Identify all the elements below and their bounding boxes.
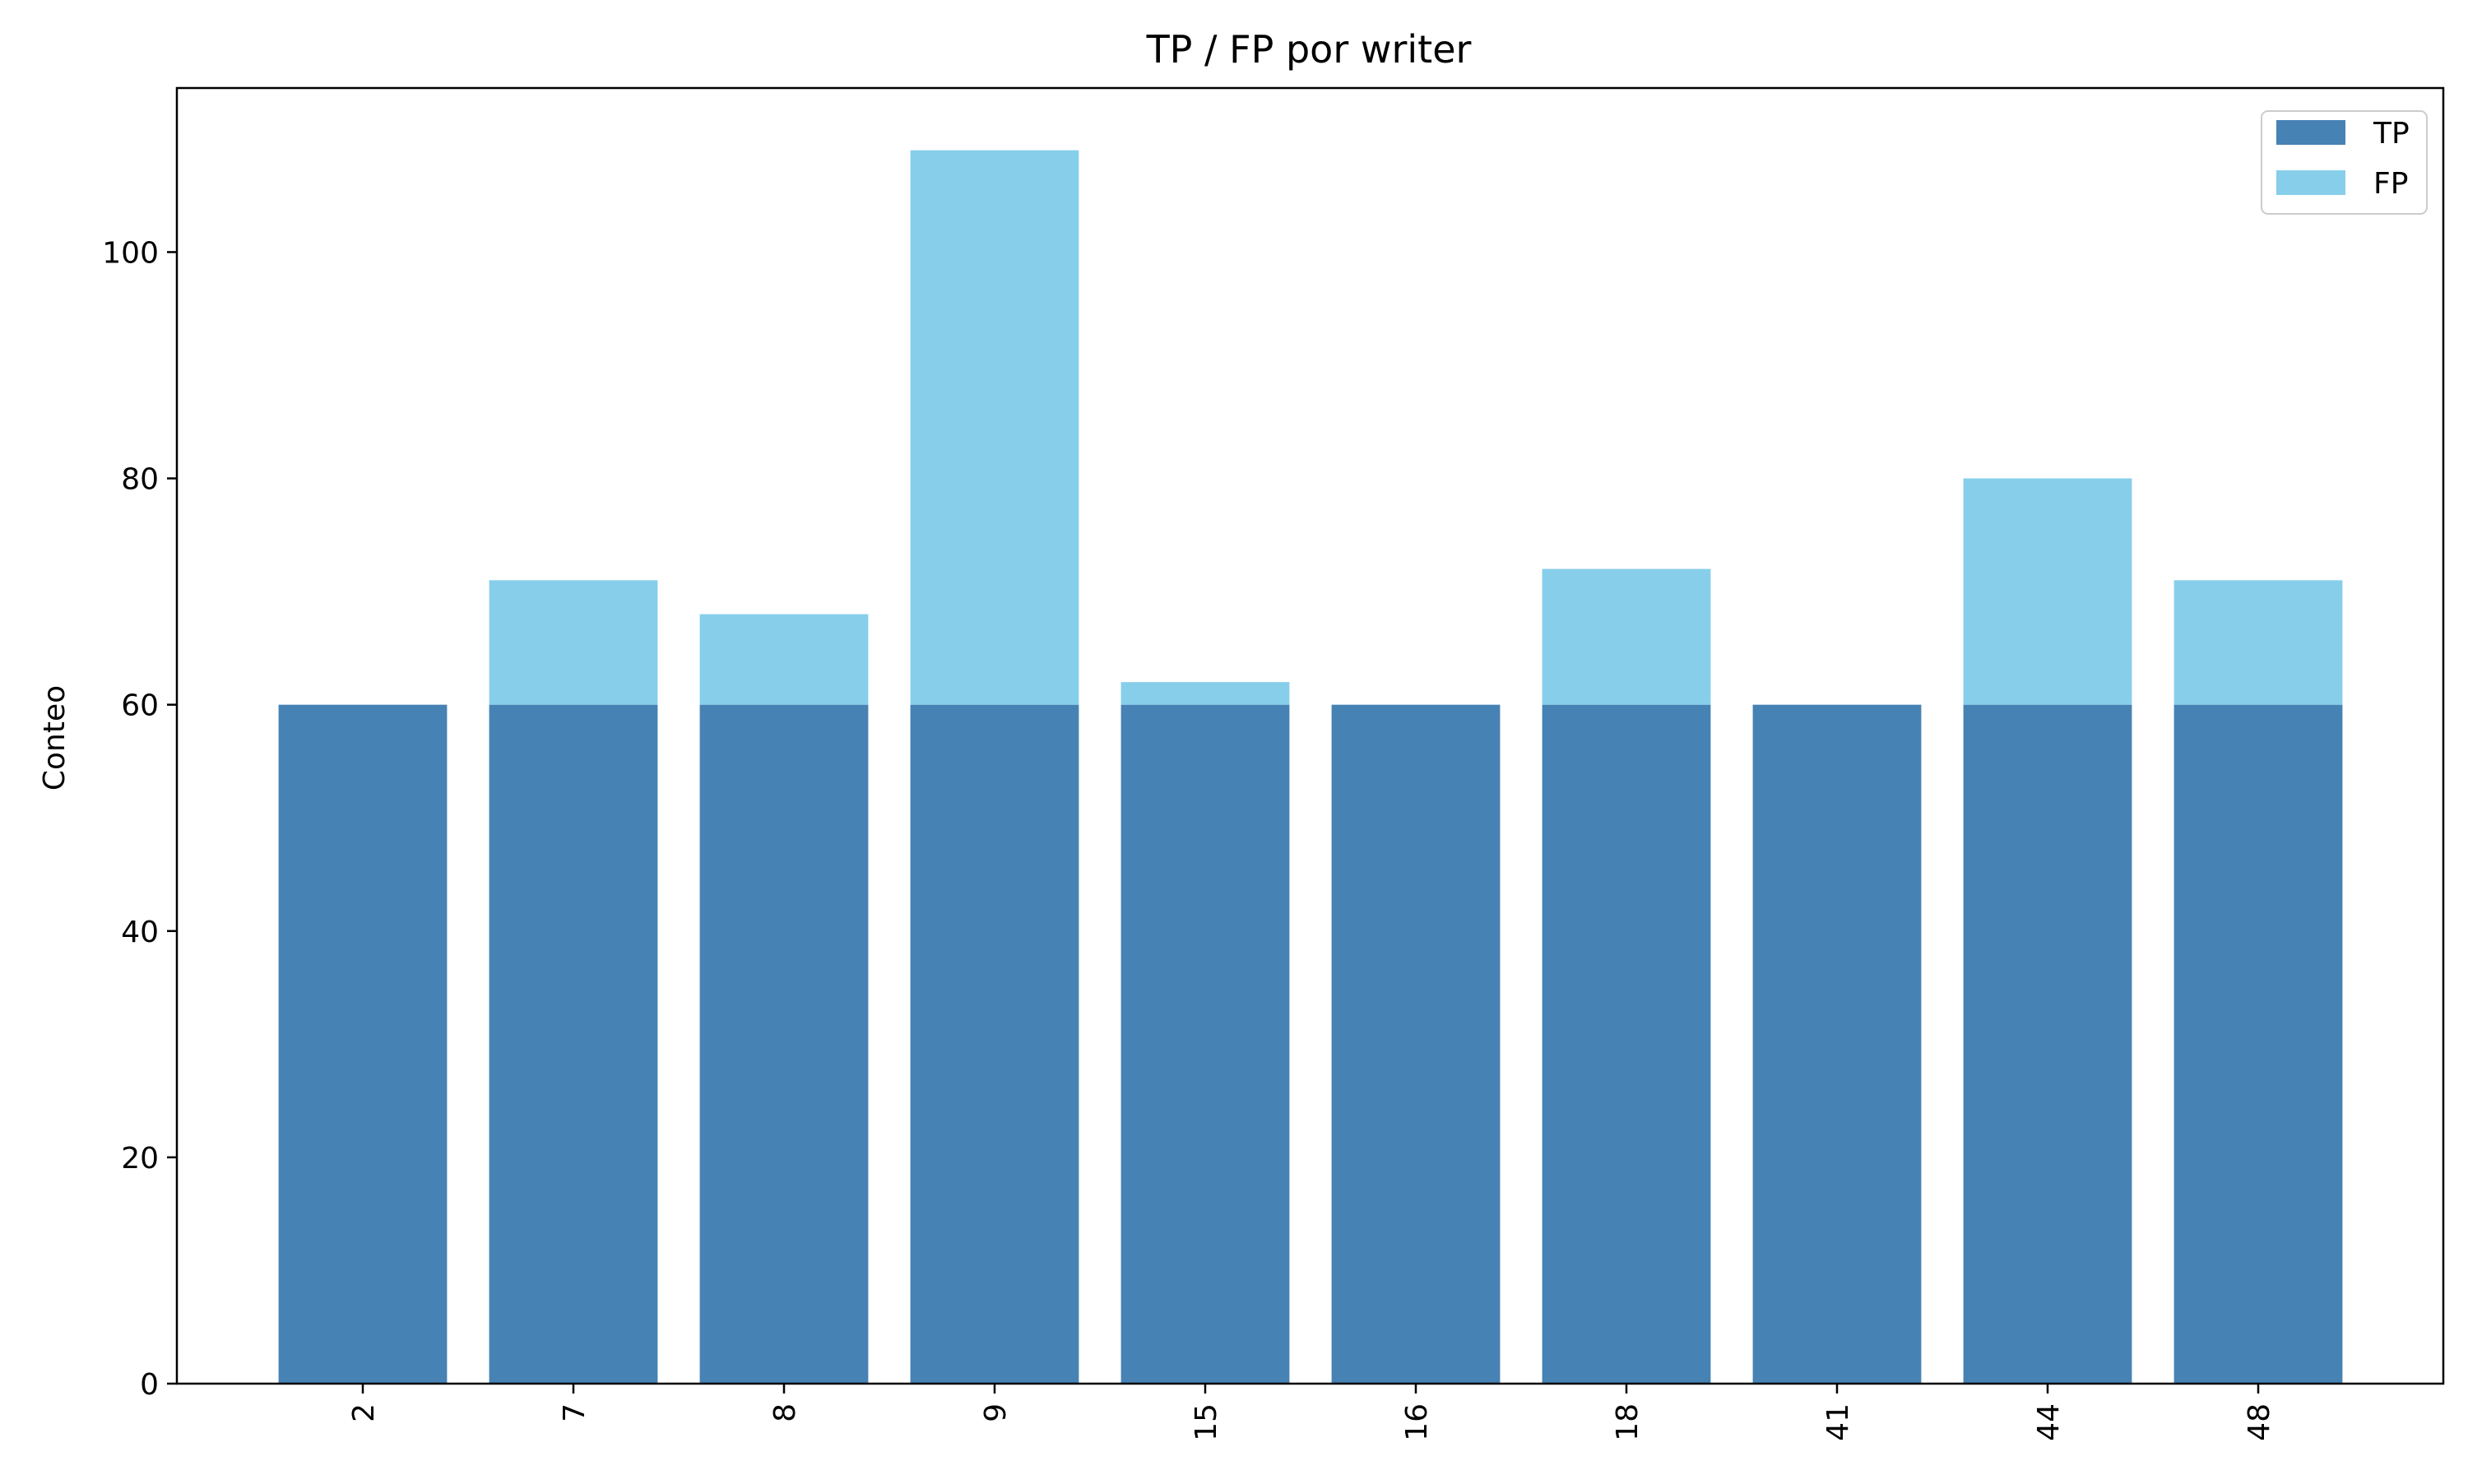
bar-fp-8 [699, 614, 869, 705]
bar-fp-18 [1542, 568, 1711, 705]
bar-fp-15 [1120, 682, 1290, 705]
bar-fp-9 [910, 150, 1079, 705]
y-tick-label: 80 [121, 463, 159, 497]
x-axis: 2 7 8 9 15 16 18 41 44 48 [347, 1384, 2276, 1441]
x-tick-label: 44 [2032, 1403, 2066, 1441]
legend-swatch-fp [2276, 170, 2345, 195]
x-tick-label: 8 [768, 1403, 802, 1422]
x-tick-label: 2 [347, 1403, 381, 1422]
legend-label-tp: TP [2373, 117, 2410, 151]
bar-fp-7 [489, 580, 658, 705]
legend: TP FP [2261, 110, 2428, 215]
bar-tp-44 [1963, 704, 2132, 1384]
bar-fp-48 [2173, 580, 2343, 705]
x-tick-label: 18 [1611, 1403, 1645, 1441]
bars [278, 150, 2343, 1384]
bar-fp-44 [1963, 478, 2132, 705]
bar-tp-8 [699, 704, 869, 1384]
y-tick-label: 0 [140, 1368, 159, 1402]
bar-tp-48 [2173, 704, 2343, 1384]
x-tick-label: 16 [1400, 1403, 1434, 1441]
bar-tp-2 [278, 704, 448, 1384]
x-tick-label: 48 [2243, 1403, 2276, 1441]
bar-tp-9 [910, 704, 1079, 1384]
y-tick-label: 100 [102, 236, 159, 270]
bar-tp-16 [1331, 704, 1501, 1384]
x-tick-label: 15 [1190, 1403, 1223, 1441]
x-tick-label: 7 [558, 1403, 591, 1422]
bar-tp-7 [489, 704, 658, 1384]
legend-label-fp: FP [2373, 167, 2408, 201]
y-tick-label: 60 [121, 689, 159, 723]
bar-tp-15 [1120, 704, 1290, 1384]
chart-title: TP / FP por writer [1146, 27, 1472, 72]
bar-tp-41 [1752, 704, 1922, 1384]
y-tick-label: 20 [121, 1142, 159, 1176]
y-axis: 0 20 40 60 80 100 [102, 236, 177, 1402]
x-tick-label: 9 [979, 1403, 1013, 1422]
legend-swatch-tp [2276, 120, 2345, 145]
y-axis-label: Conteo [38, 685, 72, 791]
bar-tp-18 [1542, 704, 1711, 1384]
y-tick-label: 40 [121, 916, 159, 949]
x-tick-label: 41 [1821, 1403, 1855, 1441]
plot-area-frame [175, 86, 2445, 1385]
